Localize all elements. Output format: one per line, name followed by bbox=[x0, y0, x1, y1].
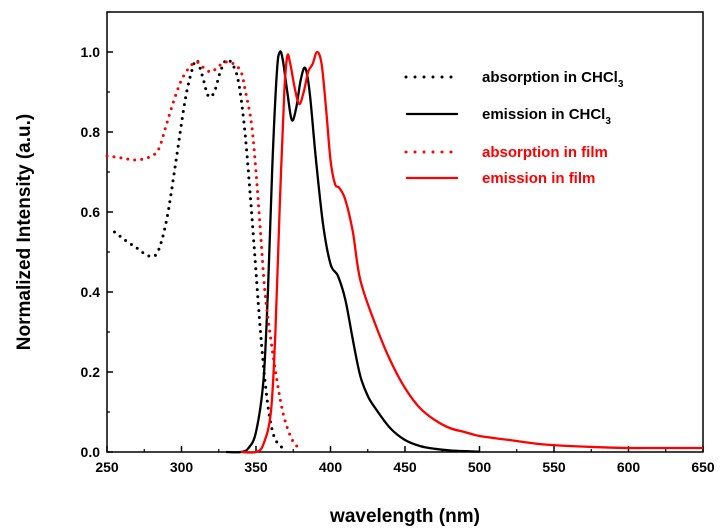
legend-label-2: emission in CHCl3 bbox=[482, 106, 611, 127]
series-line-1 bbox=[113, 58, 285, 450]
x-tick-label: 500 bbox=[468, 459, 492, 475]
x-axis-title: wavelength (nm) bbox=[329, 506, 480, 527]
legend-label-1: absorption in CHCl3 bbox=[482, 69, 624, 90]
x-tick-label: 550 bbox=[542, 459, 566, 475]
legend: absorption in CHCl3 emission in CHCl3 abso… bbox=[404, 69, 624, 187]
y-tick-label: 0.4 bbox=[81, 284, 101, 300]
series-line-4 bbox=[241, 50, 703, 454]
y-tick-label: 1.0 bbox=[81, 44, 101, 60]
x-tick-label: 300 bbox=[170, 459, 194, 475]
legend-label-3: absorption in film bbox=[482, 144, 608, 161]
x-tick-label: 350 bbox=[244, 459, 268, 475]
x-tick-label: 650 bbox=[691, 459, 715, 475]
y-axis: 0.0 0.2 0.4 0.6 0.8 1.0 bbox=[81, 11, 113, 460]
y-tick-label: 0.2 bbox=[81, 364, 101, 380]
x-tick-label: 450 bbox=[393, 459, 417, 475]
y-tick-label: 0.6 bbox=[81, 204, 101, 220]
y-tick-label: 0.8 bbox=[81, 124, 101, 140]
series-layer bbox=[105, 50, 703, 454]
y-tick-label: 0.0 bbox=[81, 444, 101, 460]
legend-label-4: emission in film bbox=[482, 170, 595, 187]
x-axis: 250 300 350 400 450 500 550 600 650 bbox=[95, 446, 715, 475]
x-tick-label: 600 bbox=[617, 459, 641, 475]
x-tick-label: 250 bbox=[95, 459, 119, 475]
x-tick-label: 400 bbox=[319, 459, 343, 475]
series-line-3 bbox=[105, 60, 303, 450]
y-axis-title: Normalized Intensity (a.u.) bbox=[14, 114, 35, 350]
series-line-2 bbox=[226, 50, 480, 454]
